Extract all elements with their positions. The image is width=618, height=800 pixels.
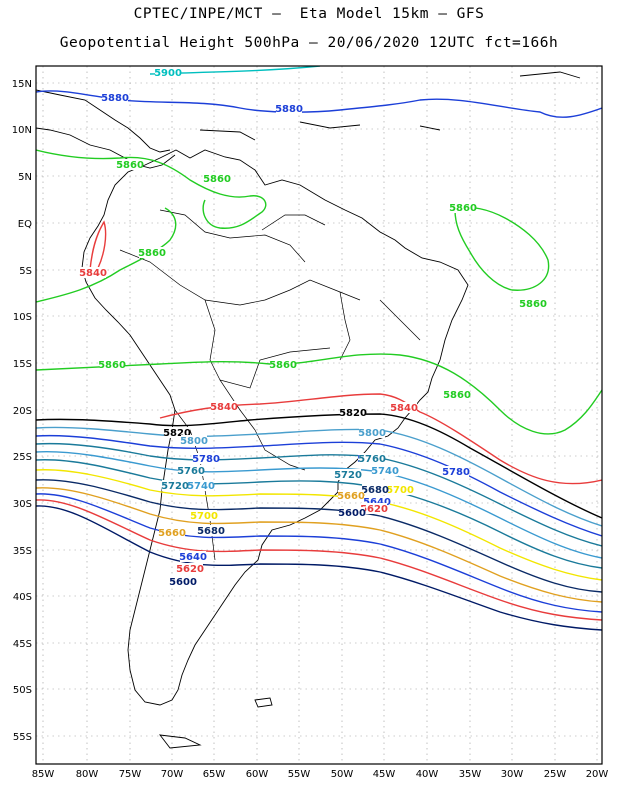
contour-label-5880: 5880 — [101, 93, 129, 104]
lat-label: 25S — [13, 452, 32, 463]
contour-label-5760: 5760 — [358, 454, 386, 465]
contour-label-5820: 5820 — [339, 408, 367, 419]
lon-label: 70W — [161, 769, 184, 780]
lat-label: 50S — [13, 685, 32, 696]
contour-label-5720: 5720 — [334, 470, 362, 481]
lat-label: 40S — [13, 592, 32, 603]
contour-label-5760: 5760 — [177, 466, 205, 477]
graticule — [36, 66, 602, 764]
lon-label: 65W — [203, 769, 226, 780]
contour-label-5720: 5720 — [161, 481, 189, 492]
lon-label: 45W — [373, 769, 396, 780]
contour-label-5860: 5860 — [138, 248, 166, 259]
contour-5780 — [36, 434, 602, 537]
lat-label: 10S — [13, 312, 32, 323]
lon-label: 75W — [119, 769, 142, 780]
contour-5680 — [36, 479, 602, 593]
contour-label-5600: 5600 — [338, 508, 366, 519]
contour-label-5780: 5780 — [442, 467, 470, 478]
contour-label-5880: 5880 — [275, 104, 303, 115]
contour-5800 — [36, 426, 602, 527]
contour-label-5860: 5860 — [269, 360, 297, 371]
contour-label-5800: 5800 — [358, 428, 386, 439]
lat-label: 5S — [19, 266, 32, 277]
lat-label: 35S — [13, 546, 32, 557]
contour-label-5660: 5660 — [158, 528, 186, 539]
lon-label: 85W — [32, 769, 55, 780]
contour-label-5620: 5620 — [176, 564, 204, 575]
contour-label-5860: 5860 — [519, 299, 547, 310]
lon-label: 30W — [501, 769, 524, 780]
contour-label-5680: 5680 — [197, 526, 225, 537]
contour-5700 — [36, 469, 602, 581]
lon-label: 60W — [246, 769, 269, 780]
contour-label-5700: 5700 — [190, 511, 218, 522]
lon-label: 25W — [544, 769, 567, 780]
map-title-line-2: Geopotential Height 500hPa – 20/06/2020 … — [59, 35, 559, 51]
contour-label-5640: 5640 — [179, 552, 207, 563]
lat-label: EQ — [18, 219, 32, 230]
lat-label: 45S — [13, 639, 32, 650]
contour-label-5800: 5800 — [180, 436, 208, 447]
contour-5720 — [36, 459, 602, 569]
contour-5840 — [159, 393, 602, 485]
contour-5620 — [36, 499, 602, 621]
lat-label: 15N — [12, 79, 32, 90]
contour-5600 — [36, 505, 602, 631]
contour-label-5860: 5860 — [98, 360, 126, 371]
contour-5860 — [36, 149, 267, 229]
lat-label: 55S — [13, 732, 32, 743]
contour-label-5840: 5840 — [390, 403, 418, 414]
lat-label: 20S — [13, 406, 32, 417]
contour-label-5780: 5780 — [192, 454, 220, 465]
contour-label-5740: 5740 — [187, 481, 215, 492]
lon-label: 55W — [288, 769, 311, 780]
contour-label-5740: 5740 — [371, 466, 399, 477]
contour-label-5660: 5660 — [337, 491, 365, 502]
contour-label-5620: 5620 — [360, 504, 388, 515]
longitude-labels: 85W 80W 75W 70W 65W 60W 55W 50W 45W 40W 35W 30W 25W 2… — [32, 769, 609, 780]
map-title-line-1: CPTEC/INPE/MCT – Eta Model 15km – GFS — [133, 6, 485, 22]
contour-5860 — [36, 207, 177, 303]
contour-label-5840: 5840 — [210, 402, 238, 413]
contour-label-5820: 5820 — [163, 428, 191, 439]
contour-label-5600: 5600 — [169, 577, 197, 588]
contour-5760 — [36, 442, 602, 547]
contour-label-5900: 5900 — [154, 68, 182, 79]
contour-label-5860: 5860 — [116, 160, 144, 171]
lat-label: 15S — [13, 359, 32, 370]
lon-label: 20W — [586, 769, 609, 780]
contour-label-5840: 5840 — [79, 268, 107, 279]
lon-label: 40W — [416, 769, 439, 780]
contour-5820 — [36, 413, 602, 519]
latitude-labels: 15N 10N 5N EQ 5S 10S 15S 20S 25S 30S 35S 40S 45S 50S 5… — [12, 79, 32, 743]
lat-label: 10N — [12, 125, 32, 136]
lat-label: 5N — [18, 172, 32, 183]
contour-5660 — [36, 487, 602, 603]
contour-5860 — [36, 353, 602, 435]
contour-label-5860: 5860 — [443, 390, 471, 401]
lon-label: 35W — [459, 769, 482, 780]
lon-label: 50W — [331, 769, 354, 780]
contour-label-5640: 5640 — [363, 497, 391, 508]
contour-label-5700: 5700 — [386, 485, 414, 496]
lon-label: 80W — [76, 769, 99, 780]
contour-label-5860: 5860 — [449, 203, 477, 214]
map-frame — [35, 65, 603, 765]
contour-5740 — [36, 450, 602, 559]
contour-5640 — [36, 493, 602, 613]
contour-label-5860: 5860 — [203, 174, 231, 185]
contour-5860 — [454, 206, 550, 291]
contour-5840 — [89, 220, 107, 271]
contour-label-5680: 5680 — [361, 485, 389, 496]
lat-label: 30S — [13, 499, 32, 510]
